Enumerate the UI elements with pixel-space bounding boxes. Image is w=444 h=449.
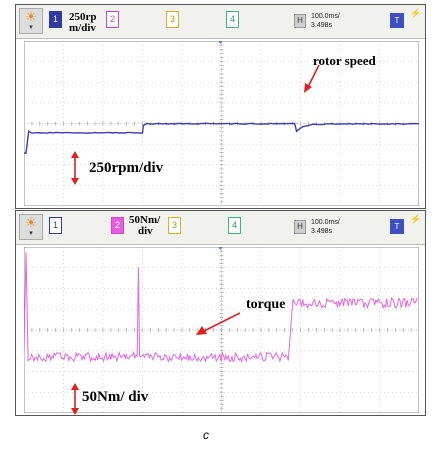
channel-1-button[interactable]: 1 (49, 11, 62, 28)
channel-scale: 250rp m/div (69, 12, 97, 34)
figure-caption: c (203, 428, 209, 442)
scope-toolbar: ☀ ▾ 1 250rp m/div 2 3 4 H 100.0ms/ 3.498… (16, 5, 425, 39)
rotor-speed-label: rotor speed (313, 53, 376, 69)
channel-2-button[interactable]: 2 (106, 11, 119, 28)
torque-label: torque (246, 297, 285, 313)
trigger-button[interactable]: T (390, 13, 404, 28)
torque-trace (24, 252, 418, 361)
timebase-value: 100.0ms/ (311, 12, 340, 21)
bolt-icon: ⚡ (410, 8, 421, 19)
sun-icon: ☀ (20, 215, 42, 230)
trigger-position-marker (218, 41, 223, 44)
timebase-value: 100.0ms/ (311, 218, 340, 227)
timebase-readout: 100.0ms/ 3.498s (311, 218, 340, 236)
trigger-button[interactable]: T (390, 219, 404, 234)
torque-arrow-icon (194, 311, 242, 337)
scale-line2: div (129, 226, 160, 237)
channel-4-button[interactable]: 4 (228, 217, 241, 234)
speed-scale-label: 250rpm/div (89, 160, 163, 177)
run-stop-button[interactable]: ☀ ▾ (19, 8, 43, 34)
channel-4-button[interactable]: 4 (226, 11, 239, 28)
rotor-speed-arrow-icon (301, 63, 321, 95)
oscilloscope-panel-torque: ☀ ▾ 1 2 50Nm/ div 3 4 H 100.0ms/ 3.498s … (15, 210, 426, 416)
channel-1-button[interactable]: 1 (49, 217, 62, 234)
channel-3-button[interactable]: 3 (166, 11, 179, 28)
torque-scale-label: 50Nm/ div (82, 389, 148, 406)
bolt-icon: ⚡ (410, 214, 421, 225)
sun-icon: ☀ (20, 9, 42, 24)
scale-line2: m/div (69, 23, 97, 34)
time-offset: 3.498s (311, 21, 340, 30)
horizontal-button[interactable]: H (294, 14, 306, 28)
timebase-readout: 100.0ms/ 3.498s (311, 12, 340, 30)
time-offset: 3.498s (311, 227, 340, 236)
run-arrow: ▾ (20, 24, 42, 31)
channel-3-button[interactable]: 3 (168, 217, 181, 234)
channel-2-button[interactable]: 2 (111, 217, 124, 234)
channel-scale: 50Nm/ div (129, 215, 160, 237)
scale-double-arrow-icon (70, 383, 80, 415)
oscilloscope-panel-speed: ☀ ▾ 1 250rp m/div 2 3 4 H 100.0ms/ 3.498… (15, 4, 426, 209)
scale-double-arrow-icon (70, 151, 80, 185)
horizontal-button[interactable]: H (294, 220, 306, 234)
run-stop-button[interactable]: ☀ ▾ (19, 214, 43, 240)
run-arrow: ▾ (20, 230, 42, 237)
trigger-position-marker (218, 247, 223, 250)
scope-toolbar: ☀ ▾ 1 2 50Nm/ div 3 4 H 100.0ms/ 3.498s … (16, 211, 425, 245)
